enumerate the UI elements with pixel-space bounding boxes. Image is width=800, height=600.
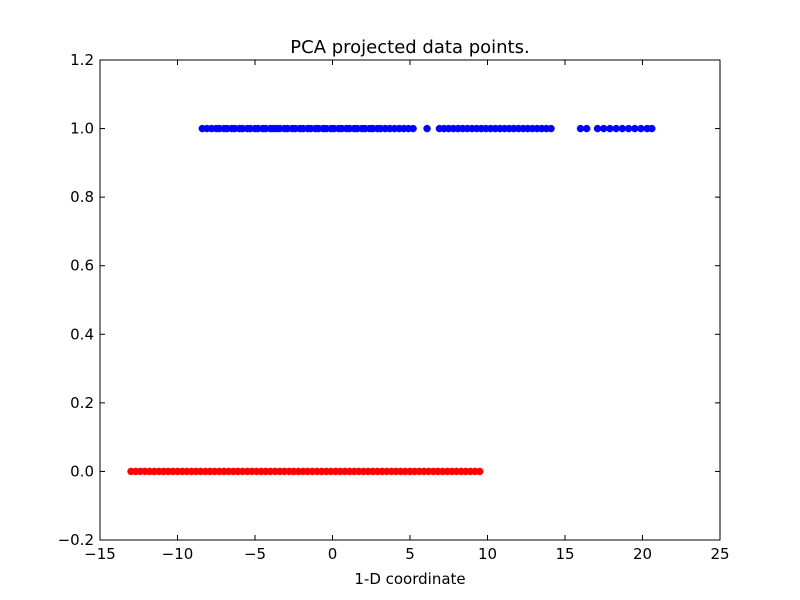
data-point [476,467,484,476]
x-tick-label: −10 [162,545,194,563]
data-point [547,124,555,133]
y-tick-label: 1.2 [70,51,94,69]
y-tick-label: 0.2 [70,394,94,412]
x-tick-label: −15 [84,545,116,563]
y-tick-label: 0.0 [70,462,94,480]
y-tick-label: 0.8 [70,188,94,206]
y-tick-label: 0.4 [70,325,94,343]
data-point [648,124,656,133]
x-tick-label: 0 [328,545,338,563]
axis-ticks: −15 −10 −5 0 5 10 15 20 25 −0.2 0.0 0.2 0.4 0.6 0.8 1.0… [58,51,730,563]
y-tick-label: 1.0 [70,120,94,138]
data-point [409,124,417,133]
chart-title: PCA projected data points. [290,37,529,58]
y-tick-label: 0.6 [70,257,94,275]
x-tick-label: 5 [405,545,415,563]
x-tick-label: −5 [244,545,266,563]
x-tick-label: 10 [478,545,497,563]
data-points [127,124,656,476]
series-0-points [198,124,656,133]
x-tick-label: 20 [633,545,652,563]
series-1-points [127,467,484,476]
x-tick-label: 15 [555,545,574,563]
x-tick-label: 25 [710,545,729,563]
data-point [423,124,431,133]
data-point [582,124,591,133]
y-tick-label: −0.2 [58,531,94,549]
x-axis-label: 1-D coordinate [354,570,465,588]
